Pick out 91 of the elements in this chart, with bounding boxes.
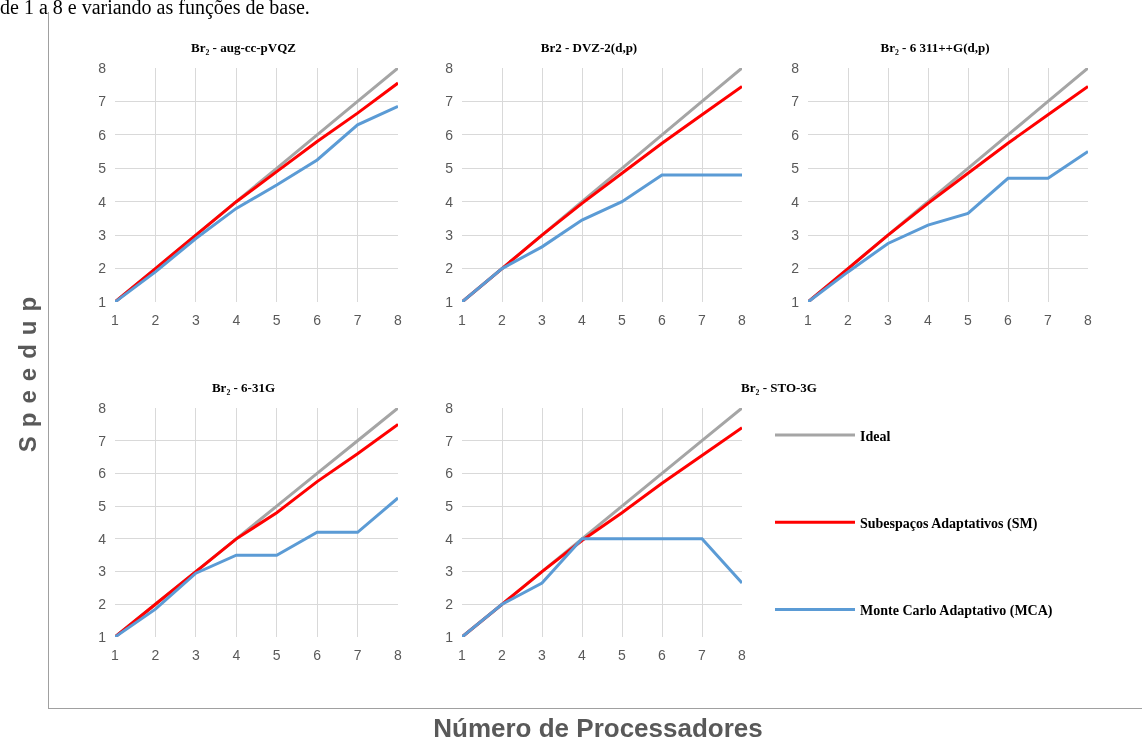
y-tick-label: 5 (98, 160, 107, 177)
chart-title: Br₂ - 6 311++G(d,p) (880, 40, 990, 56)
chart-title: Br2 - DVZ-2(d,p) (540, 40, 638, 56)
x-tick-label: 2 (151, 647, 160, 663)
y-tick-label: 5 (98, 498, 107, 515)
text: Ideal (860, 428, 891, 444)
y-tick-label: 4 (791, 193, 800, 210)
chart-title: Br₂ - 6-31G (211, 380, 276, 396)
x-tick-label: 1 (458, 647, 467, 663)
y-tick-label: 5 (445, 498, 454, 515)
text: de 1 a 8 e variando as funções de base. (0, 0, 310, 19)
y-tick-label: 8 (445, 59, 454, 76)
x-tick-label: 2 (498, 312, 507, 328)
x-tick-label: 1 (804, 312, 813, 328)
x-tick-label: 5 (964, 312, 973, 328)
y-tick-label: 4 (445, 530, 454, 547)
x-tick-label: 8 (394, 312, 403, 328)
y-tick-label: 2 (445, 260, 454, 277)
y-tick-label: 2 (445, 596, 454, 613)
text: Br₂ - STO-3G (741, 380, 817, 396)
y-tick-label: 1 (98, 293, 107, 310)
x-tick-label: 6 (1004, 312, 1013, 328)
y-tick-label: 8 (791, 59, 800, 76)
x-tick-label: 1 (111, 647, 120, 663)
x-tick-label: 2 (151, 312, 160, 328)
y-tick-label: 2 (791, 260, 800, 277)
y-tick-label: 5 (791, 160, 800, 177)
x-tick-label: 7 (1044, 312, 1053, 328)
x-tick-label: 7 (353, 647, 362, 663)
y-tick-label: 1 (791, 293, 800, 310)
x-tick-label: 7 (353, 312, 362, 328)
x-tick-label: 6 (658, 312, 667, 328)
y-tick-label: 3 (791, 227, 800, 244)
y-tick-label: 6 (98, 465, 107, 482)
x-tick-label: 8 (394, 647, 403, 663)
x-tick-label: 6 (313, 647, 322, 663)
y-tick-label: 4 (98, 193, 107, 210)
y-tick-label: 3 (98, 227, 107, 244)
y-tick-label: 3 (445, 227, 454, 244)
x-tick-label: 1 (458, 312, 467, 328)
y-tick-label: 6 (445, 465, 454, 482)
x-tick-label: 3 (538, 647, 547, 663)
text: Subespaços Adaptativos (SM) (860, 515, 1038, 532)
x-tick-label: 4 (232, 647, 241, 663)
y-tick-label: 3 (98, 563, 107, 580)
y-tick-label: 8 (98, 399, 107, 416)
x-tick-label: 5 (618, 647, 627, 663)
y-axis-title: Speedup (14, 287, 42, 453)
y-tick-label: 2 (98, 596, 107, 613)
y-tick-label: 8 (98, 59, 107, 76)
x-tick-label: 5 (272, 647, 281, 663)
x-tick-label: 1 (111, 312, 120, 328)
x-tick-label: 2 (844, 312, 853, 328)
x-tick-label: 6 (658, 647, 667, 663)
x-tick-label: 3 (191, 647, 200, 663)
x-tick-label: 3 (884, 312, 893, 328)
y-tick-label: 8 (445, 399, 454, 416)
y-tick-label: 6 (445, 126, 454, 143)
x-tick-label: 3 (538, 312, 547, 328)
y-tick-label: 7 (98, 93, 107, 110)
x-tick-label: 4 (924, 312, 933, 328)
y-tick-label: 4 (445, 193, 454, 210)
y-tick-label: 6 (98, 126, 107, 143)
x-tick-label: 5 (272, 312, 281, 328)
y-tick-label: 4 (98, 530, 107, 547)
x-tick-label: 7 (698, 647, 707, 663)
y-tick-label: 7 (445, 432, 454, 449)
x-tick-label: 4 (578, 312, 587, 328)
x-tick-label: 8 (738, 312, 747, 328)
y-tick-label: 7 (791, 93, 800, 110)
x-tick-label: 2 (498, 647, 507, 663)
y-tick-label: 7 (445, 93, 454, 110)
x-tick-label: 5 (618, 312, 627, 328)
x-tick-label: 8 (738, 647, 747, 663)
y-tick-label: 1 (445, 628, 454, 645)
y-tick-label: 6 (791, 126, 800, 143)
x-tick-label: 8 (1084, 312, 1093, 328)
y-tick-label: 1 (98, 628, 107, 645)
chart-title: Br₂ - aug-cc-pVQZ (191, 40, 297, 56)
y-tick-label: 7 (98, 432, 107, 449)
x-tick-label: 6 (313, 312, 322, 328)
x-tick-label: 7 (698, 312, 707, 328)
text: Monte Carlo Adaptativo (MCA) (860, 602, 1053, 619)
y-tick-label: 3 (445, 563, 454, 580)
x-tick-label: 3 (191, 312, 200, 328)
x-tick-label: 4 (578, 647, 587, 663)
y-tick-label: 5 (445, 160, 454, 177)
x-tick-label: 4 (232, 312, 241, 328)
x-axis-title: Número de Processadores (433, 712, 763, 742)
y-tick-label: 2 (98, 260, 107, 277)
y-tick-label: 1 (445, 293, 454, 310)
